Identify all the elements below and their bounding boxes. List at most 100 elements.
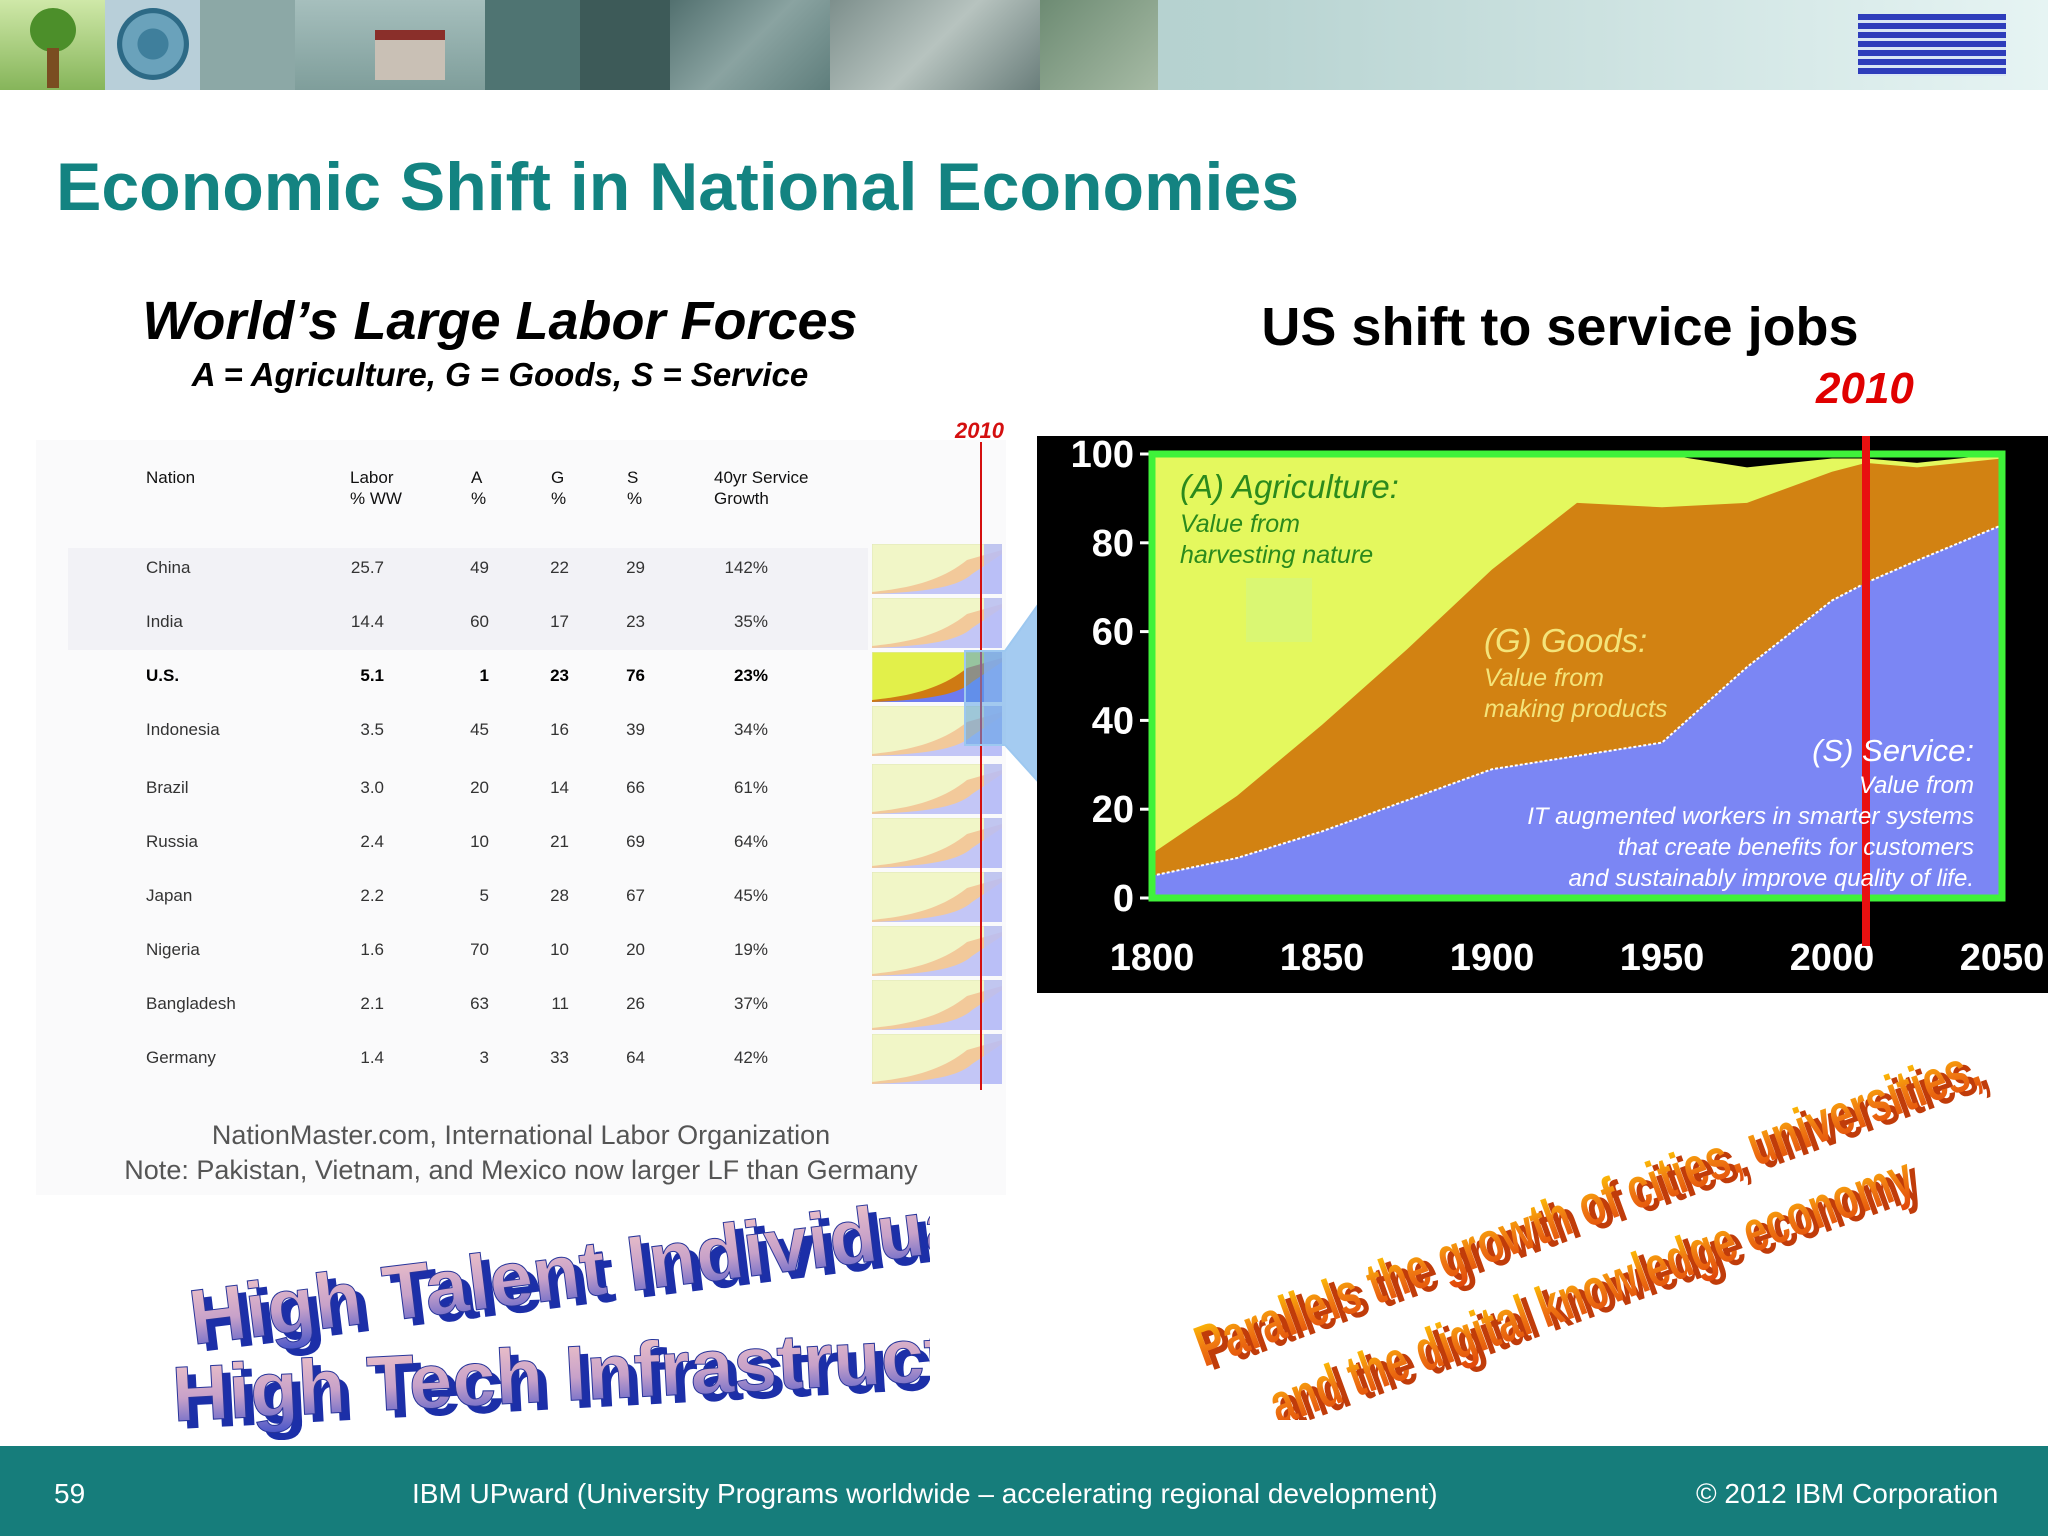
cell-growth: 42%: [733, 1048, 768, 1067]
cell-g: 11: [551, 994, 569, 1013]
cell-s: 66: [626, 778, 645, 797]
footer-text: IBM UPward (University Programs worldwid…: [412, 1478, 1438, 1509]
banner-tree-image: [0, 0, 105, 90]
banner-aerial-image: [670, 0, 830, 90]
cell-a: 1: [479, 666, 489, 685]
header-growth: 40yr Service Growth: [714, 467, 808, 509]
cell-growth: 61%: [733, 778, 768, 797]
label-agriculture-title: (A) Agriculture:: [1180, 468, 1399, 505]
sparkline-service: [872, 774, 1002, 814]
label-service-line1: Value from: [1859, 772, 1974, 799]
header-banner: [0, 0, 2048, 90]
label-goods-line2: making products: [1484, 695, 1667, 723]
footer-bar: [0, 1446, 2048, 1536]
label-goods-line1: Value from: [1484, 664, 1604, 692]
header-a: A%: [471, 467, 486, 509]
x-tick-label: 1850: [1280, 937, 1365, 979]
cell-labor: 1.6: [360, 940, 384, 959]
us-service-chart: 0 20 40 60 80 100 1800 1850 1900 1950 2000 2050 (A…: [1037, 436, 2048, 993]
labor-table: Nation Labor % WW A% G% S% 40yr Service Gr…: [0, 0, 1010, 1200]
header-growth-line2: Growth: [714, 489, 769, 508]
header-nation: Nation: [146, 468, 196, 487]
cell-labor: 2.2: [360, 886, 384, 905]
cell-labor: 2.1: [360, 994, 384, 1013]
cell-nation: Japan: [146, 886, 193, 905]
cell-nation: Bangladesh: [146, 994, 236, 1013]
cell-a: 60: [470, 612, 489, 631]
table-highlight-band: [68, 548, 868, 650]
cell-nation: U.S.: [146, 666, 180, 685]
header-labor: Labor % WW: [350, 467, 402, 509]
label-service-line3: that create benefits for customers: [1618, 834, 1974, 861]
cell-g: 28: [550, 886, 569, 905]
chart-marker-year: 2010: [1816, 364, 1914, 413]
chart-image-artifact: [1246, 578, 1312, 642]
cell-labor: 5.1: [360, 666, 384, 685]
y-tick-label: 60: [1092, 612, 1134, 654]
sparkline-service: [872, 936, 1002, 976]
cell-labor: 3.5: [360, 720, 384, 739]
x-tick-label: 1800: [1110, 937, 1195, 979]
y-tick-label: 80: [1092, 523, 1134, 565]
label-agriculture-line1: Value from: [1180, 510, 1300, 538]
banner-city-image: [580, 0, 670, 90]
cell-s: 20: [626, 940, 645, 959]
source-note-2: Note: Pakistan, Vietnam, and Mexico now …: [124, 1155, 918, 1185]
x-tick-label: 1900: [1450, 937, 1535, 979]
cell-growth: 37%: [733, 994, 768, 1013]
cell-labor: 2.4: [360, 832, 384, 851]
cell-growth: 35%: [733, 612, 768, 631]
cell-labor: 25.7: [350, 558, 384, 577]
cell-s: 76: [626, 666, 645, 685]
banner-circuit-image: [200, 0, 295, 90]
wordart-right: Parallels the growth of cities, universi…: [1186, 1034, 1996, 1420]
sparkline-band: [984, 926, 1002, 976]
header-g-line1: G: [551, 468, 565, 487]
cell-nation: Germany: [146, 1048, 216, 1067]
header-labor-line1: Labor: [350, 468, 394, 487]
cell-g: 17: [550, 612, 569, 631]
sparkline-service: [872, 990, 1002, 1030]
label-service-title: (S) Service:: [1812, 733, 1974, 768]
table-subtitle: A = Agriculture, G = Goods, S = Service: [191, 356, 809, 393]
sparkline-band: [984, 818, 1002, 868]
cell-a: 63: [470, 994, 489, 1013]
sparkline-band: [984, 980, 1002, 1030]
header-g: G%: [551, 467, 566, 509]
y-axis: 0 20 40 60 80 100: [1071, 436, 1152, 920]
service-boundary-line: [1151, 524, 2003, 877]
sparkline-service: [872, 554, 1002, 594]
y-tick-label: 40: [1092, 700, 1134, 742]
slide-title: Economic Shift in National Economies: [56, 149, 1300, 225]
table-marker-year: 2010: [955, 418, 1004, 443]
cell-s: 29: [626, 558, 645, 577]
chart-frame: [1148, 450, 2006, 902]
cell-growth: 64%: [733, 832, 768, 851]
cell-growth: 34%: [733, 720, 768, 739]
label-service-line2: IT augmented workers in smarter systems: [1527, 803, 1974, 830]
sparkline-service: [872, 828, 1002, 868]
banner-house-image: [295, 0, 485, 90]
y-tick-label: 20: [1092, 789, 1134, 831]
sparkline-service: [872, 1044, 1002, 1084]
header-a-line1: A: [471, 468, 483, 487]
label-goods-title: (G) Goods:: [1484, 622, 1647, 659]
banner-satellite-image: [830, 0, 1040, 90]
cell-s: 26: [626, 994, 645, 1013]
label-agriculture-line2: harvesting nature: [1180, 541, 1373, 569]
cell-nation: India: [146, 612, 183, 631]
banner-chip-image: [1040, 0, 1158, 90]
sparkline-band: [984, 764, 1002, 814]
banner-globe-image: [105, 0, 200, 90]
ibm-logo: [1858, 14, 2006, 76]
sparkline-band: [984, 872, 1002, 922]
cell-s: 69: [626, 832, 645, 851]
cell-a: 45: [470, 720, 489, 739]
cell-growth: 45%: [733, 886, 768, 905]
cell-a: 49: [470, 558, 489, 577]
cell-a: 3: [479, 1048, 489, 1067]
cell-growth: 142%: [724, 558, 768, 577]
cell-g: 21: [550, 832, 569, 851]
source-note: NationMaster.com, International Labor Or…: [211, 1120, 831, 1150]
page-number: 59: [54, 1478, 86, 1509]
